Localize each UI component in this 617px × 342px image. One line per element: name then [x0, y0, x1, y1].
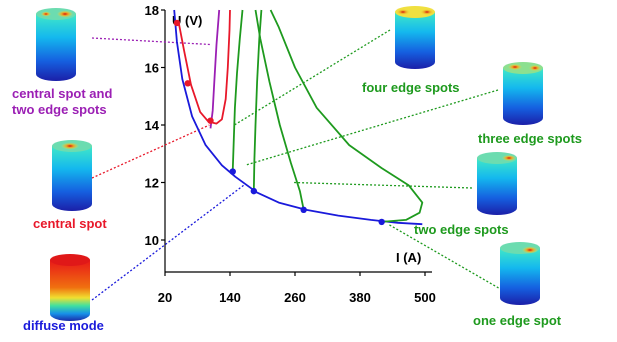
label-central-spot-and-two-edge-spots-line-0: central spot and [12, 86, 112, 101]
cylinder-diffuse-mode-icon [50, 254, 90, 321]
label-three-edge-spots: three edge spots [478, 131, 582, 146]
x-tick-label-1: 140 [219, 290, 241, 305]
label-diffuse-mode-line-0: diffuse mode [23, 318, 104, 333]
x-tick-label-4: 500 [414, 290, 436, 305]
label-central-spot: central spot [33, 216, 107, 231]
leader-central-spot-and-two-edge-spots [91, 37, 211, 46]
cylinder-three-edge-spots-icon [503, 62, 543, 125]
label-one-edge-spot: one edge spot [473, 313, 562, 328]
label-central-spot-line-0: central spot [33, 216, 107, 231]
annotation-leaders [91, 29, 503, 301]
data-marker-2 [207, 117, 214, 124]
leader-one-edge-spot [387, 223, 503, 291]
data-marker-0 [173, 19, 181, 27]
label-two-edge-spots: two edge spots [414, 222, 509, 237]
x-ticks: 20 140 260 380 500 [158, 272, 436, 305]
data-marker-5 [300, 206, 307, 214]
data-marker-4 [250, 187, 258, 195]
data-marker-1 [184, 80, 191, 87]
y-tick-label-4: 18 [145, 3, 159, 18]
label-central-spot-and-two-edge-spots-line-1: two edge spots [12, 102, 107, 117]
y-tick-label-2: 14 [145, 118, 160, 133]
leader-three-edge-spots [244, 89, 499, 166]
cylinder-central-and-two-edge-icon [36, 8, 76, 81]
x-tick-label-0: 20 [158, 290, 172, 305]
x-axis-label: I (A) [396, 250, 421, 265]
label-central-spot-and-two-edge-spots: central spot and two edge spots [12, 86, 112, 117]
series-diffuse-mode [173, 9, 423, 226]
series-central-spot-and-two-edge-spots [209, 9, 221, 129]
label-three-edge-spots-line-0: three edge spots [478, 131, 582, 146]
y-tick-label-0: 10 [145, 233, 159, 248]
x-tick-label-2: 260 [284, 290, 306, 305]
series-one-edge-spot [269, 9, 424, 223]
cylinder-four-edge-spots-icon [395, 6, 435, 69]
data-marker-6 [378, 218, 385, 226]
series-central-spot [177, 9, 231, 125]
series-four-edge-spots [231, 9, 244, 172]
label-one-edge-spot-line-0: one edge spot [473, 313, 562, 328]
y-tick-label-3: 16 [145, 61, 159, 76]
x-tick-label-3: 380 [349, 290, 371, 305]
label-four-edge-spots-line-0: four edge spots [362, 80, 460, 95]
y-tick-label-1: 12 [145, 176, 159, 191]
label-diffuse-mode: diffuse mode [23, 318, 104, 333]
data-marker-3 [229, 168, 236, 175]
series-lines [173, 9, 424, 226]
label-two-edge-spots-line-0: two edge spots [414, 222, 509, 237]
cylinder-central-spot-icon [52, 140, 92, 211]
leader-central-spot [91, 124, 210, 179]
cylinder-one-edge-spot-icon [500, 242, 540, 305]
cylinder-two-edge-spots-icon [477, 152, 517, 215]
data-markers [173, 19, 385, 226]
series-two-edge-spots [254, 9, 305, 210]
leader-two-edge-spots [293, 181, 473, 189]
y-ticks: 10 12 14 16 18 [145, 3, 165, 248]
label-four-edge-spots: four edge spots [362, 80, 460, 95]
leader-diffuse-mode [91, 184, 244, 301]
